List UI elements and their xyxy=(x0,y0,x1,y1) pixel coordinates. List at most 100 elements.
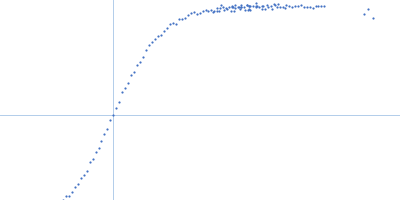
Point xyxy=(253,5,259,8)
Point xyxy=(238,5,244,8)
Point xyxy=(271,3,277,6)
Point xyxy=(95,147,102,150)
Point xyxy=(259,8,265,11)
Point xyxy=(188,12,194,15)
Point xyxy=(365,8,372,11)
Point xyxy=(110,113,116,117)
Point xyxy=(214,6,220,10)
Point xyxy=(98,139,105,143)
Point xyxy=(244,3,250,6)
Point xyxy=(321,5,328,8)
Point xyxy=(262,8,268,11)
Point xyxy=(312,4,319,7)
Point xyxy=(218,4,224,7)
Point xyxy=(245,8,251,11)
Point xyxy=(107,119,114,122)
Point xyxy=(246,5,253,8)
Point xyxy=(232,7,238,10)
Point xyxy=(125,82,132,85)
Point xyxy=(214,9,221,12)
Point xyxy=(269,7,275,10)
Point xyxy=(252,5,259,8)
Point xyxy=(60,198,66,200)
Point xyxy=(300,6,307,9)
Point xyxy=(113,106,120,109)
Point xyxy=(190,11,197,14)
Point xyxy=(167,22,173,25)
Point xyxy=(226,5,232,8)
Point xyxy=(294,4,301,8)
Point xyxy=(242,8,248,11)
Point xyxy=(246,5,253,8)
Point xyxy=(170,21,176,24)
Point xyxy=(92,151,99,154)
Point xyxy=(140,55,146,58)
Point xyxy=(152,37,158,41)
Point xyxy=(241,6,247,9)
Point xyxy=(281,7,288,10)
Point xyxy=(254,4,260,8)
Point xyxy=(210,10,217,14)
Point xyxy=(104,127,111,131)
Point xyxy=(318,5,325,8)
Point xyxy=(84,169,90,172)
Point xyxy=(155,34,161,38)
Point xyxy=(178,17,185,20)
Point xyxy=(268,4,274,8)
Point xyxy=(259,5,265,8)
Point xyxy=(220,5,226,8)
Point xyxy=(230,6,236,9)
Point xyxy=(250,4,256,7)
Point xyxy=(274,2,281,5)
Point xyxy=(235,5,242,8)
Point xyxy=(217,6,224,9)
Point xyxy=(309,7,316,10)
Point xyxy=(63,195,69,198)
Point xyxy=(228,4,235,8)
Point xyxy=(164,26,170,30)
Point xyxy=(298,3,304,7)
Point xyxy=(101,132,108,135)
Point xyxy=(274,5,280,9)
Point xyxy=(89,157,96,160)
Point xyxy=(128,73,134,76)
Point xyxy=(265,5,271,8)
Point xyxy=(196,11,203,14)
Point xyxy=(194,12,200,16)
Point xyxy=(288,5,295,9)
Point xyxy=(199,9,206,13)
Point xyxy=(176,18,182,21)
Point xyxy=(282,3,289,7)
Point xyxy=(68,191,75,194)
Point xyxy=(134,63,140,66)
Point xyxy=(244,4,251,7)
Point xyxy=(280,5,286,9)
Point xyxy=(182,16,188,19)
Point xyxy=(221,8,227,12)
Point xyxy=(66,194,72,198)
Point xyxy=(224,7,230,10)
Point xyxy=(208,8,215,12)
Point xyxy=(161,29,167,33)
Point xyxy=(80,173,87,177)
Point xyxy=(260,4,266,7)
Point xyxy=(232,3,238,6)
Point xyxy=(246,7,252,10)
Point xyxy=(236,5,242,9)
Point xyxy=(277,6,283,9)
Point xyxy=(72,186,78,189)
Point xyxy=(228,9,234,12)
Point xyxy=(74,182,81,186)
Point xyxy=(237,7,243,10)
Point xyxy=(253,1,260,4)
Point xyxy=(247,9,253,12)
Point xyxy=(370,17,376,20)
Point xyxy=(78,176,84,180)
Point xyxy=(146,44,152,47)
Point xyxy=(272,3,278,6)
Point xyxy=(172,22,179,25)
Point xyxy=(116,100,122,103)
Point xyxy=(306,5,313,8)
Point xyxy=(143,49,149,52)
Point xyxy=(303,5,310,8)
